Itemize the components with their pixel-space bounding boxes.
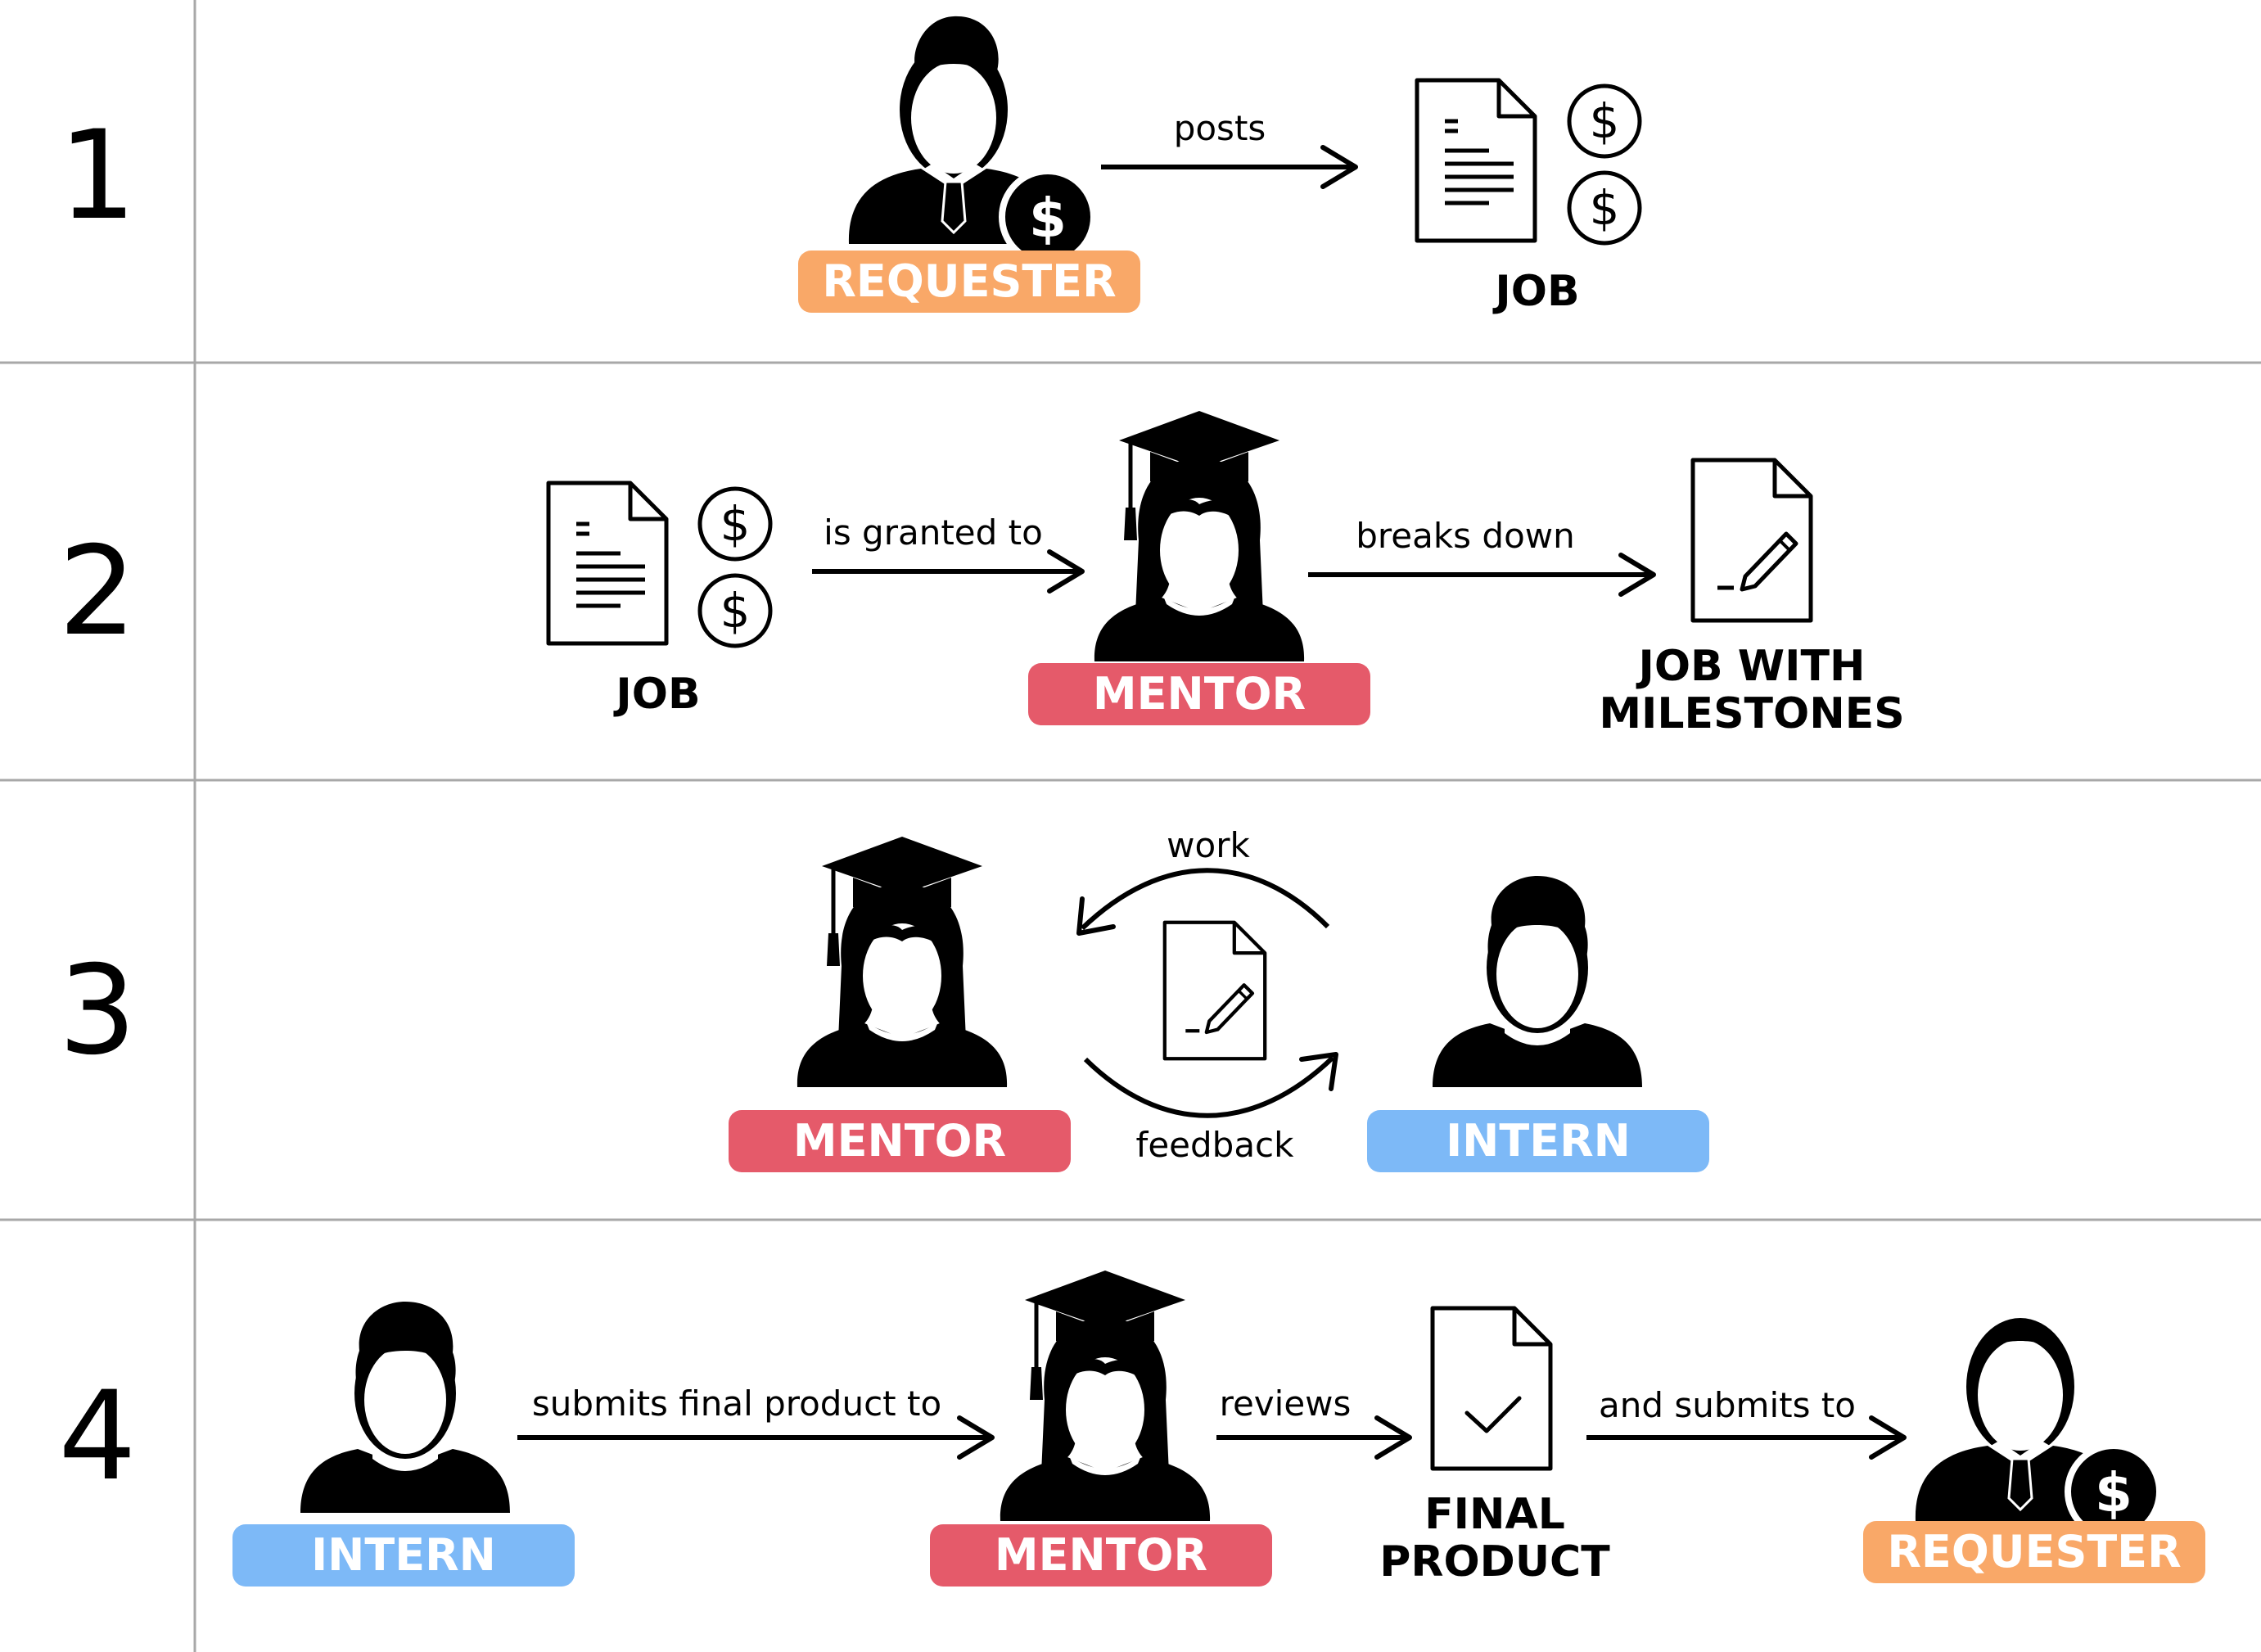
step-number-1: 1 [58,105,137,247]
milestones-label-line2: MILESTONES [1599,689,1905,738]
job-label: JOB [1495,267,1580,316]
dollar-coin-icon [1569,86,1640,156]
document-icon [548,483,666,643]
graduate-woman-icon [1000,1271,1211,1521]
arrow-feedback [1083,1055,1335,1118]
edge-label-submits-final-product: submits final product to [531,1383,942,1424]
dollar-coin-icon [700,575,770,646]
edge-label-breaks-down: breaks down [1356,516,1575,556]
requester-badge: REQUESTER [1863,1521,2205,1583]
businessman-icon [848,16,1059,244]
dollar-coin-icon [1569,173,1640,243]
dollar-coin-icon [1002,171,1094,263]
edge-label-and-submits-to: and submits to [1599,1385,1856,1425]
job-label: JOB [616,670,701,719]
edge-label-is-granted-to: is granted to [824,512,1043,553]
step-number-3: 3 [58,940,137,1082]
document-check-icon [1433,1308,1550,1469]
person-icon [1433,876,1642,1087]
document-edit-icon [1165,923,1265,1059]
mentor-badge: MENTOR [729,1110,1071,1172]
mentor-badge: MENTOR [1028,663,1370,725]
step-number-2: 2 [58,521,137,663]
edge-label-posts: posts [1173,108,1266,148]
arrow-work [1080,868,1330,931]
graduate-woman-icon [1094,411,1305,661]
intern-badge: INTERN [1367,1110,1709,1172]
final-product-label-line1: FINAL [1424,1490,1565,1539]
document-icon [1417,80,1535,241]
final-product-label-line2: PRODUCT [1379,1537,1610,1587]
requester-badge: REQUESTER [798,251,1140,313]
mentor-badge: MENTOR [930,1524,1272,1587]
step-number-4: 4 [58,1365,137,1508]
intern-badge: INTERN [232,1524,575,1587]
document-edit-icon [1693,460,1811,621]
dollar-coin-icon [700,489,770,559]
edge-label-reviews: reviews [1219,1383,1352,1424]
edge-label-work: work [1167,825,1250,865]
edge-label-feedback: feedback [1135,1125,1294,1165]
person-icon [300,1302,510,1513]
graduate-woman-icon [797,837,1008,1087]
milestones-label-line1: JOB WITH [1638,642,1866,691]
